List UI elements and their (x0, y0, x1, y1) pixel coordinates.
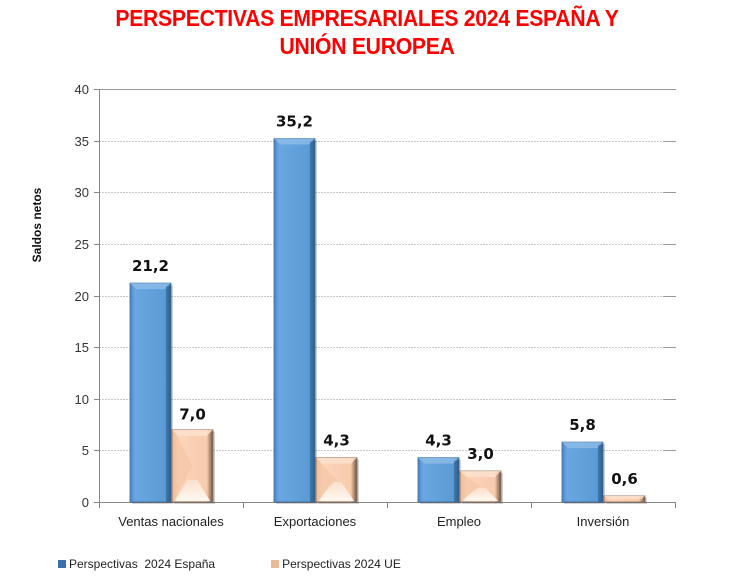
x-tick-label: Inversión (577, 514, 630, 529)
legend-item-espana: Perspectivas 2024 España (58, 557, 215, 571)
y-tick-label: 15 (75, 340, 89, 355)
bar-bevel-top (562, 442, 603, 449)
bar-bevel-top (460, 471, 501, 478)
bar-espana (417, 457, 461, 504)
data-label: 5,8 (569, 416, 596, 434)
y-tick-label: 0 (82, 495, 89, 510)
bar-ue (459, 470, 503, 504)
y-tick-label: 5 (82, 443, 89, 458)
bar-espana (129, 282, 173, 504)
legend-item-ue: Perspectivas 2024 UE (271, 557, 401, 571)
legend-label-ue: Perspectivas 2024 UE (282, 557, 401, 571)
bar-bevel-right (310, 141, 315, 502)
bar-bevel-right (598, 445, 603, 502)
y-tick-label: 20 (75, 289, 89, 304)
x-tick-label: Exportaciones (274, 514, 357, 529)
bar-body (561, 441, 604, 503)
chart-title: PERSPECTIVAS EMPRESARIALES 2024 ESPAÑA Y… (29, 4, 704, 60)
bar-bevel-top (172, 429, 213, 436)
bar-ue (603, 495, 647, 504)
y-tick-label: 35 (75, 134, 89, 149)
bar-bevel-right (166, 286, 171, 502)
bar-bevel-top (316, 457, 357, 464)
data-label: 0,6 (611, 470, 638, 488)
legend: Perspectivas 2024 España Perspectivas 20… (58, 557, 401, 571)
data-label: 3,0 (467, 445, 494, 463)
bar-bevel-bottom (319, 482, 354, 501)
bar-bevel-right (454, 460, 459, 502)
data-label: 4,3 (425, 432, 452, 450)
bar-ue (171, 429, 215, 504)
bar-bevel-left (319, 460, 337, 499)
bar-ue (315, 457, 359, 504)
chart-title-line-2: UNIÓN EUROPEA (279, 33, 455, 59)
axes: 0 5 10 15 20 25 30 35 40 Ventas nacionales Exporta… (75, 82, 676, 529)
bar-bevel-top (130, 283, 171, 290)
chart-title-line-1: PERSPECTIVAS EMPRESARIALES 2024 ESPAÑA Y (115, 5, 619, 31)
legend-label-espana: Perspectivas 2024 España (69, 557, 216, 571)
data-label: 35,2 (276, 113, 313, 131)
data-labels: 21,2 7,0 35,2 4,3 4,3 3,0 5,8 0,6 (132, 113, 638, 488)
bar-espana (561, 441, 605, 504)
data-label: 7,0 (179, 406, 206, 424)
y-tick-label: 25 (75, 237, 89, 252)
bar-body (417, 457, 460, 503)
data-label: 21,2 (132, 257, 169, 275)
bars (129, 138, 647, 504)
bar-bevel-top (604, 495, 645, 499)
bar-bevel-bottom (175, 480, 210, 501)
bar-body (273, 138, 316, 503)
y-tick-label: 10 (75, 392, 89, 407)
y-tick-label: 40 (75, 82, 89, 97)
bar-bevel-top (274, 138, 315, 145)
legend-swatch-espana (58, 560, 66, 568)
y-tick-label: 30 (75, 185, 89, 200)
legend-swatch-ue (271, 560, 280, 568)
y-axis-label: Saldos netos (30, 187, 44, 262)
bar-espana (273, 138, 317, 504)
bar-bevel-left (463, 474, 481, 499)
bar-bevel-bottom (463, 488, 498, 501)
data-label: 4,3 (323, 432, 350, 450)
x-tick-label: Ventas nacionales (118, 514, 224, 529)
gridlines (99, 89, 676, 451)
x-tick-label: Empleo (437, 514, 481, 529)
bar-bevel-left (175, 432, 193, 499)
bar-body (129, 282, 172, 503)
bar-bevel-top (418, 457, 459, 464)
